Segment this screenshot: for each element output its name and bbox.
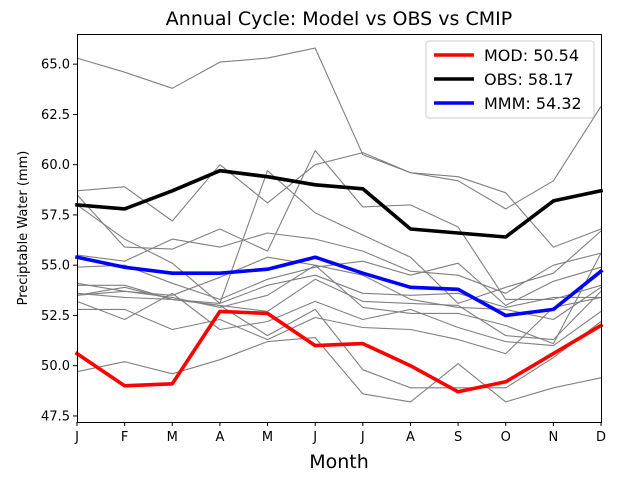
ensemble-series-line [76,170,602,304]
y-tick-label: 62.5 [41,108,70,123]
ensemble-series-line [76,274,601,308]
plot-frame [77,34,602,423]
ensemble-series-line [76,337,602,403]
y-tick-label: 55.0 [41,259,70,274]
x-tick-label: A [215,430,224,445]
legend-label: MOD: 50.54 [484,46,579,65]
ensemble-series-line [76,150,602,300]
legend-label: MMM: 54.32 [484,94,582,113]
x-tick-label: J [312,430,317,445]
y-tick-label: 50.0 [41,359,70,374]
ensemble-series-line [76,232,602,294]
plot-area [74,47,604,403]
x-tick-label: F [121,430,128,445]
x-tick-label: N [548,430,558,445]
ensemble-series-line [76,152,602,248]
y-tick-label: 57.5 [41,208,70,223]
x-tick-label: A [406,430,415,445]
legend: MOD: 50.54 OBS: 58.17 MMM: 54.32 [425,40,595,119]
y-axis: 47.5 50.0 52.5 55.0 57.5 60.0 62.5 65.0 [41,58,77,424]
x-tick-label: M [167,430,178,445]
legend-box [425,40,595,119]
x-axis-label: Month [309,451,369,473]
ensemble-series-line [77,278,602,341]
x-tick-label: O [501,430,511,445]
ensemble-series-line [77,296,602,355]
y-axis-label: Preciptable Water (mm) [16,151,31,306]
x-tick-label: J [74,430,79,445]
ensemble-series-line [76,256,602,321]
mod-series-line [74,309,604,394]
x-tick-label: J [360,430,365,445]
ensemble-series-line [76,252,602,345]
y-tick-label: 47.5 [41,409,70,424]
legend-label: OBS: 58.17 [484,70,574,89]
obs-series-line [75,168,604,239]
mmm-series-line [74,255,604,318]
ensemble-series-line [76,47,602,210]
x-tick-label: M [262,430,273,445]
y-tick-label: 60.0 [41,158,70,173]
x-tick-label: D [596,430,606,445]
chart-title: Annual Cycle: Model vs OBS vs CMIP [166,8,512,30]
y-tick-label: 52.5 [41,309,70,324]
x-tick-label: S [454,430,462,445]
y-tick-label: 65.0 [41,58,70,73]
